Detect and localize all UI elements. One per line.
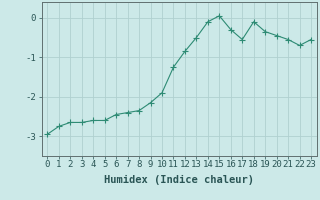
X-axis label: Humidex (Indice chaleur): Humidex (Indice chaleur) bbox=[104, 175, 254, 185]
